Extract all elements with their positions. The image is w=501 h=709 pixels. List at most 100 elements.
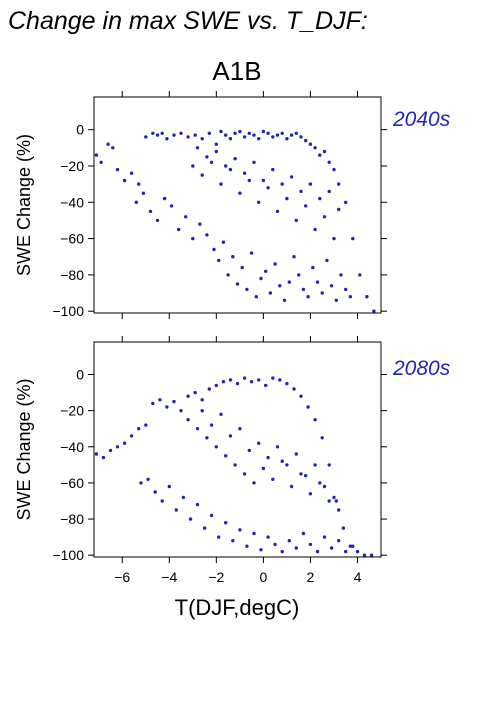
scatter-point	[289, 484, 294, 489]
scatter-point	[252, 160, 256, 164]
scatter-point	[101, 455, 106, 460]
scatter-point	[245, 287, 249, 292]
scatter-point	[299, 394, 303, 398]
scatter-point	[155, 218, 160, 223]
scatter-point	[332, 495, 336, 500]
scatter-point	[224, 454, 228, 458]
scatter-point	[257, 200, 261, 204]
scatter-point	[278, 284, 282, 288]
scatter-point	[167, 484, 171, 489]
scatter-point	[313, 227, 317, 232]
scatter-point	[299, 189, 303, 194]
scatter-point	[348, 544, 353, 548]
x-tick-label: 4	[354, 569, 362, 585]
scatter-point	[285, 137, 289, 141]
scatter-point	[369, 553, 374, 557]
scatter-point	[278, 378, 282, 382]
scatter-point	[174, 508, 178, 512]
scatter-point	[202, 526, 207, 530]
scatter-point	[372, 309, 376, 313]
scatter-point	[137, 182, 141, 186]
x-tick-label: −2	[208, 569, 224, 585]
scatter-point	[313, 463, 317, 467]
scatter-point	[259, 276, 263, 281]
scatter-point	[219, 182, 223, 186]
y-tick-label: −80	[60, 267, 84, 283]
scatter-point	[315, 549, 320, 554]
scatter-point	[172, 133, 176, 137]
scatter-point	[249, 251, 254, 255]
scatter-point	[191, 236, 195, 241]
scatter-point	[242, 376, 247, 380]
scatter-point	[153, 490, 157, 494]
scatter-point	[195, 502, 200, 507]
x-axis-label: T(DJF,degC)	[175, 595, 300, 620]
scatter-point	[205, 233, 209, 237]
scatter-point	[299, 472, 303, 476]
scatter-point	[273, 542, 277, 547]
scatter-point	[292, 387, 296, 391]
scatter-point	[287, 280, 291, 284]
x-tick-label: −4	[161, 569, 177, 585]
scatter-point	[261, 466, 266, 471]
panel-label: 2080s	[392, 357, 451, 380]
scatter-point	[238, 528, 242, 532]
scatter-point	[160, 131, 164, 135]
scatter-point	[308, 492, 313, 496]
scatter-point	[224, 133, 228, 137]
scatter-point	[217, 258, 221, 263]
scatter-point	[137, 427, 141, 431]
scatter-point	[186, 394, 190, 398]
scatter-point	[252, 133, 256, 137]
scatter-point	[205, 436, 209, 440]
scatter-point	[266, 131, 270, 135]
scatter-point	[266, 535, 270, 539]
scatter-point	[134, 200, 138, 204]
scatter-point	[322, 535, 327, 539]
scatter-point	[306, 405, 310, 409]
scatter-point	[209, 160, 214, 164]
scatter-point	[280, 131, 284, 135]
scatter-point	[177, 227, 181, 232]
scatter-point	[315, 280, 320, 284]
y-tick-label: −40	[60, 439, 84, 455]
scatter-point	[193, 133, 197, 137]
scatter-point	[301, 531, 306, 536]
scatter-point	[169, 204, 174, 208]
scatter-point	[233, 463, 237, 467]
scatter-point	[188, 517, 193, 521]
scatter-point	[311, 265, 315, 270]
scatter-point	[221, 380, 226, 384]
scatter-point	[212, 247, 216, 252]
scatter-point	[214, 149, 218, 154]
scatter-point	[238, 427, 242, 431]
scatter-point	[304, 138, 308, 143]
scatter-point	[226, 273, 230, 277]
scatter-point	[162, 196, 167, 201]
scatter-point	[271, 477, 275, 481]
scatter-point	[264, 269, 268, 273]
scatter-point	[329, 284, 334, 288]
scatter-point	[297, 273, 301, 277]
scatter-point	[351, 236, 355, 241]
scatter-point	[195, 427, 200, 431]
scatter-point	[238, 129, 242, 134]
scatter-point	[122, 441, 127, 445]
scatter-point	[334, 298, 338, 302]
scatter-point	[327, 463, 331, 467]
scatter-point	[249, 380, 254, 384]
scatter-point	[348, 295, 353, 299]
y-tick-label: −100	[52, 547, 84, 563]
scatter-point	[200, 409, 204, 413]
scatter-point	[148, 209, 153, 214]
scatter-point	[186, 418, 190, 422]
scatter-point	[186, 135, 190, 139]
scatter-point	[292, 255, 296, 259]
scatter-point	[365, 295, 369, 299]
scatter-point	[308, 542, 313, 547]
scatter-point	[219, 412, 223, 416]
panel-label: 2040s	[392, 108, 451, 131]
scatter-point	[245, 544, 249, 548]
scatter-point	[308, 182, 313, 186]
x-tick-label: −6	[114, 569, 130, 585]
